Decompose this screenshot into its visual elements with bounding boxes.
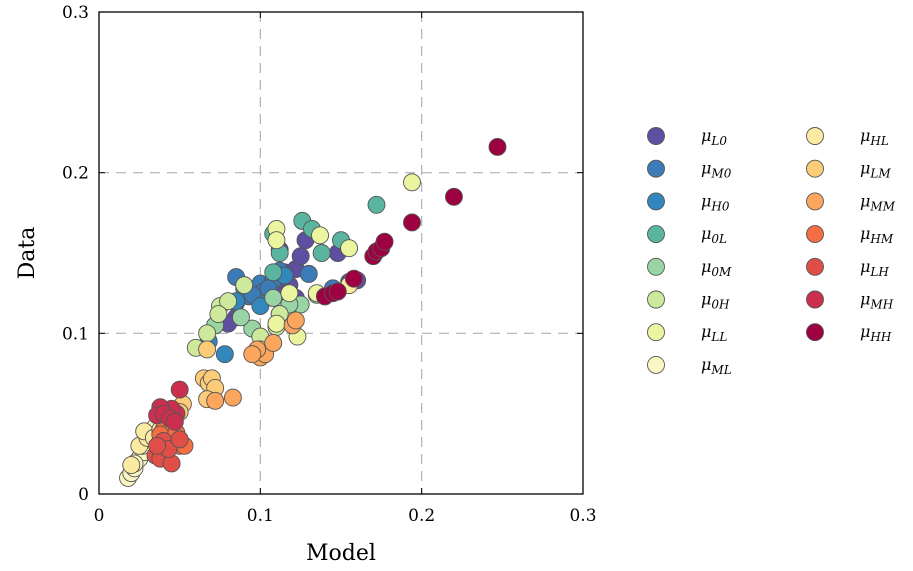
legend-marker	[647, 290, 665, 309]
y-tick-label: 0.1	[62, 324, 89, 344]
data-point	[264, 289, 283, 307]
legend-label: μLL	[701, 322, 727, 344]
x-axis-title: Model	[306, 541, 376, 566]
y-axis-title: Data	[15, 227, 40, 280]
data-point	[243, 345, 262, 364]
legend-marker	[647, 192, 665, 211]
data-point	[340, 239, 359, 258]
legend-label: μL0	[701, 126, 727, 148]
data-point	[375, 232, 394, 251]
data-point	[209, 305, 228, 324]
data-point	[488, 138, 507, 156]
plot-frame	[98, 11, 584, 495]
data-point	[444, 187, 463, 206]
legend-label: μMH	[860, 290, 894, 312]
legend-marker	[647, 225, 665, 244]
data-point	[251, 297, 270, 315]
legend-label: μML	[701, 355, 732, 377]
data-point	[403, 173, 421, 192]
data-point	[122, 456, 141, 475]
y-tick-label: 0.2	[62, 164, 89, 184]
data-point	[344, 269, 363, 288]
y-tick-label: 0	[78, 485, 89, 505]
legend-marker	[806, 257, 824, 276]
legend-marker	[806, 323, 824, 342]
legend-label: μHH	[860, 322, 892, 344]
legend-marker	[806, 192, 824, 211]
tick-labels: 0 0.1 0.2 0.3 0 0.1 0.2 0.3	[62, 3, 597, 526]
data-point	[215, 345, 234, 364]
data-point	[403, 213, 421, 232]
data-point	[223, 388, 242, 407]
data-points	[119, 138, 507, 487]
x-tick-label: 0.2	[408, 506, 435, 526]
legend-label: μ0M	[701, 257, 732, 279]
x-tick-label: 0.3	[569, 506, 596, 526]
legend-marker	[806, 127, 824, 145]
legend-marker	[647, 257, 665, 276]
legend-marker	[647, 323, 665, 342]
data-point	[299, 264, 318, 283]
data-point	[267, 231, 286, 250]
legend-label: μ0L	[701, 224, 727, 246]
tick-marks	[98, 11, 584, 495]
data-point	[311, 226, 329, 245]
data-point	[198, 324, 217, 343]
data-point	[206, 391, 225, 410]
legend-label: μLH	[860, 257, 889, 279]
x-tick-label: 0.1	[247, 506, 274, 526]
legend: μL0 μM0 μH0 μ0L μ0M μ0H μLL μML μHL μLM μMM μHM μLH μ…	[647, 126, 896, 377]
legend-marker	[806, 159, 824, 178]
data-point	[264, 263, 283, 282]
data-point	[312, 244, 331, 262]
data-point	[235, 276, 254, 295]
data-point	[219, 292, 238, 311]
legend-label: μ0H	[701, 290, 730, 312]
legend-label: μMM	[860, 191, 896, 213]
data-point	[148, 436, 167, 455]
data-point	[165, 412, 184, 431]
legend-label: μLM	[860, 159, 891, 181]
data-point	[170, 430, 189, 449]
data-point	[328, 282, 347, 301]
legend-marker	[806, 290, 824, 309]
data-point	[232, 308, 250, 327]
data-point	[367, 195, 386, 214]
y-tick-label: 0.3	[62, 3, 89, 23]
data-point	[267, 314, 286, 333]
x-tick-label: 0	[94, 506, 105, 526]
data-point	[291, 247, 310, 266]
legend-marker	[647, 355, 665, 374]
legend-marker	[647, 127, 665, 145]
legend-label: μHL	[860, 126, 889, 148]
legend-label: μHM	[860, 224, 894, 246]
data-point	[264, 334, 283, 352]
data-point	[170, 380, 189, 399]
legend-label: μM0	[701, 159, 732, 181]
gridlines	[99, 12, 583, 494]
data-point	[286, 311, 305, 330]
data-point	[280, 284, 299, 303]
legend-label: μH0	[701, 191, 730, 213]
legend-marker	[647, 159, 665, 178]
data-point	[198, 340, 217, 359]
legend-marker	[806, 225, 824, 244]
